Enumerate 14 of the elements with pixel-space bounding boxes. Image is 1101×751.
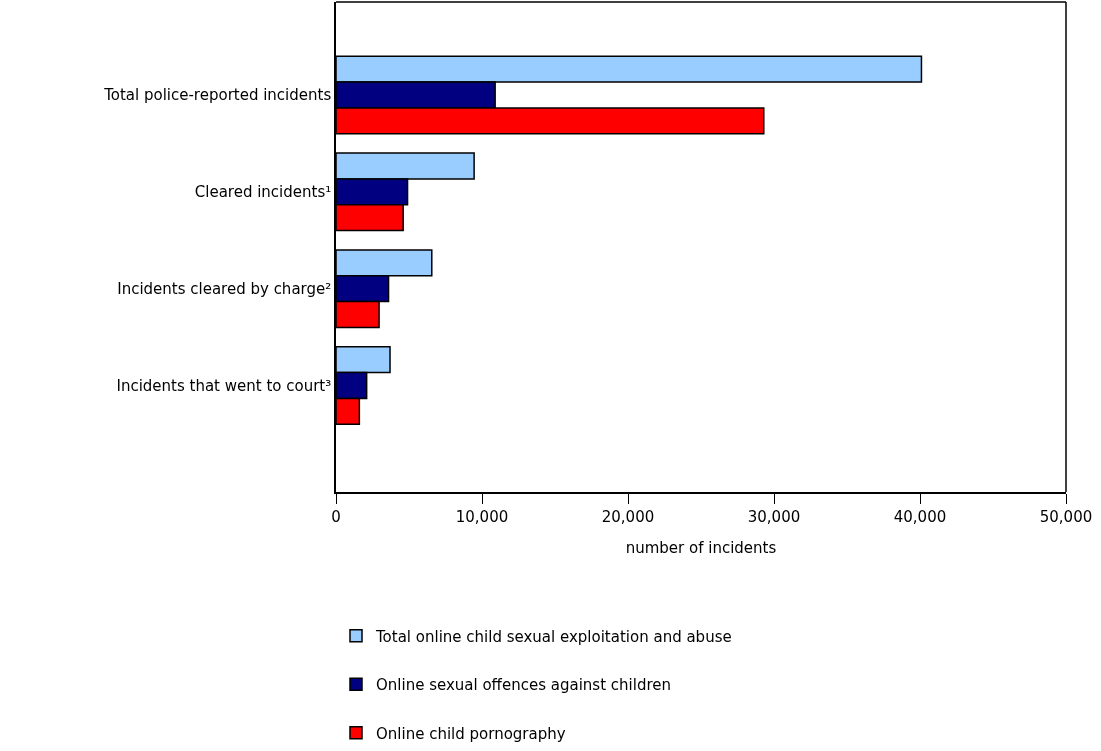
legend-label: Online sexual offences against children	[376, 676, 671, 694]
legend-label: Online child pornography	[376, 724, 566, 743]
x-tick-label: 40,000	[893, 507, 947, 526]
x-tick-label: 0	[331, 507, 341, 526]
y-tick-label: Incidents that went to court³	[116, 376, 332, 395]
y-tick-label: Cleared incidents¹	[194, 183, 332, 202]
x-tick-label: 20,000	[601, 507, 655, 526]
x-tick-label: 10,000	[455, 507, 509, 526]
y-tick-label: Total police-reported incidents	[103, 86, 332, 105]
y-tick-label: Incidents cleared by charge²	[117, 279, 332, 298]
x-tick-label: 30,000	[747, 507, 801, 526]
x-axis-title: number of incidents	[625, 539, 777, 558]
legend-label: Total online child sexual exploitation and abuse	[375, 627, 732, 646]
x-tick-label: 50,000	[1039, 507, 1093, 526]
